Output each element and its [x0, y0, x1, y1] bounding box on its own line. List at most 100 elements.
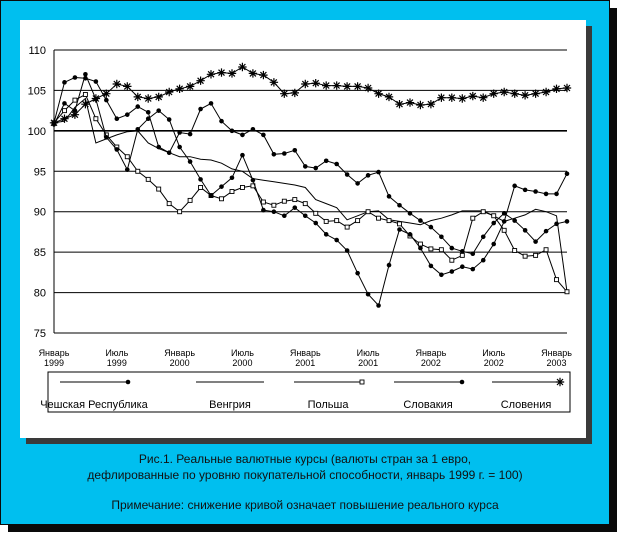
- y-axis: 75 80 85 90 95 100 105 110: [28, 45, 55, 340]
- series-3-point: [386, 262, 392, 268]
- legend-label: Словения: [501, 399, 552, 411]
- series-2-point: [93, 116, 99, 122]
- series-4-point: [91, 94, 101, 103]
- series-4-point: [426, 100, 436, 109]
- series-4-point: [269, 78, 279, 87]
- series-2-point: [376, 215, 382, 221]
- series-4-point: [562, 83, 572, 93]
- y-tick-label: 100: [28, 126, 46, 138]
- series-0-point: [428, 224, 434, 230]
- series-4-point: [510, 89, 519, 98]
- series-0-point: [135, 104, 141, 109]
- y-tick-label: 110: [28, 45, 46, 57]
- series-0-point: [365, 173, 371, 178]
- legend-label: Польша: [308, 399, 350, 411]
- series-4-point: [185, 82, 195, 91]
- series-4-point: [144, 94, 153, 103]
- series-4-point: [154, 92, 163, 102]
- series-2-point: [323, 218, 329, 224]
- legend: Чешская Республика Венгрия Польша Словакия С…: [40, 371, 571, 413]
- series-0-point: [323, 158, 329, 164]
- series-4-point: [217, 68, 226, 77]
- legend-label: Венгрия: [209, 399, 251, 411]
- legend-label: Чешская Республика: [40, 399, 148, 411]
- series-0-point: [355, 181, 360, 186]
- series-4-point: [437, 93, 446, 102]
- series-4-point: [290, 88, 299, 98]
- series-0-point: [292, 147, 298, 153]
- x-tick-year: 1999: [44, 358, 64, 368]
- x-tick-month: Июль: [231, 348, 254, 358]
- series-2-point: [166, 201, 172, 207]
- series-0-point: [418, 218, 423, 223]
- series-3-point: [282, 213, 287, 219]
- series-1: [53, 97, 568, 292]
- series-3-point: [250, 177, 256, 183]
- x-tick-month: Июль: [482, 348, 505, 358]
- series-3-point: [104, 135, 109, 140]
- series-2-point: [365, 209, 371, 215]
- series-3-point: [439, 272, 444, 278]
- series-2-point: [313, 210, 319, 216]
- legend-swatch-marker: [125, 379, 131, 385]
- series-4-point: [342, 82, 352, 91]
- series-3-point: [292, 205, 298, 210]
- series-4-point: [81, 100, 90, 109]
- series-2-point: [334, 218, 340, 224]
- series-3-point: [407, 232, 413, 237]
- series-4-point: [123, 82, 132, 91]
- series-4-point: [489, 89, 498, 98]
- series-3-line: [53, 72, 568, 307]
- series-3-point: [522, 187, 528, 193]
- series-2-point: [449, 257, 455, 263]
- series-2: [51, 92, 570, 295]
- series-3-point: [533, 189, 538, 194]
- legend-swatch-marker: [555, 377, 565, 387]
- series-0-point: [177, 130, 182, 135]
- series-4-point: [384, 92, 394, 102]
- x-tick-year: 2001: [358, 358, 378, 368]
- series-2-point: [229, 189, 235, 194]
- series-2-point: [145, 176, 151, 182]
- series-2-point: [239, 185, 245, 190]
- series-0-point: [271, 152, 277, 157]
- y-tick-label: 80: [34, 288, 46, 300]
- series-0-point: [282, 151, 287, 156]
- series-0-point: [261, 132, 266, 138]
- series-3-point: [344, 248, 350, 253]
- grid-lines: [54, 49, 567, 334]
- series-0-point: [480, 234, 486, 240]
- series-4-point: [112, 79, 121, 89]
- series-3-point: [177, 144, 182, 150]
- series-2-point: [156, 186, 162, 192]
- series-3-point: [166, 117, 172, 122]
- series-3-point: [302, 213, 308, 219]
- series-0-point: [376, 169, 381, 175]
- series-2-point: [72, 97, 78, 103]
- series-0-line: [53, 76, 568, 255]
- series-0-point: [250, 126, 256, 132]
- series-4-point: [468, 91, 477, 101]
- legend-swatch-marker: [359, 379, 365, 385]
- series-4-point: [353, 82, 362, 91]
- series-3-point: [397, 227, 402, 232]
- series-4-point: [133, 92, 142, 102]
- series-2-point: [459, 252, 465, 258]
- series-2-point: [397, 221, 402, 227]
- series-group: [49, 62, 572, 308]
- series-0-point: [344, 172, 350, 177]
- legend-swatch-marker: [459, 379, 465, 385]
- x-tick-year: 2000: [170, 358, 190, 368]
- series-4-point: [175, 84, 184, 93]
- y-tick-label: 75: [34, 328, 46, 340]
- series-0-point: [313, 165, 319, 171]
- series-3-point: [543, 191, 549, 197]
- series-2-point: [62, 108, 67, 114]
- series-3-point: [365, 291, 371, 297]
- series-4-point: [301, 79, 310, 89]
- series-4-point: [541, 87, 551, 97]
- series-0-point: [470, 251, 476, 257]
- series-0-point: [229, 128, 235, 134]
- series-4-point: [552, 84, 561, 93]
- series-4-point: [479, 93, 488, 102]
